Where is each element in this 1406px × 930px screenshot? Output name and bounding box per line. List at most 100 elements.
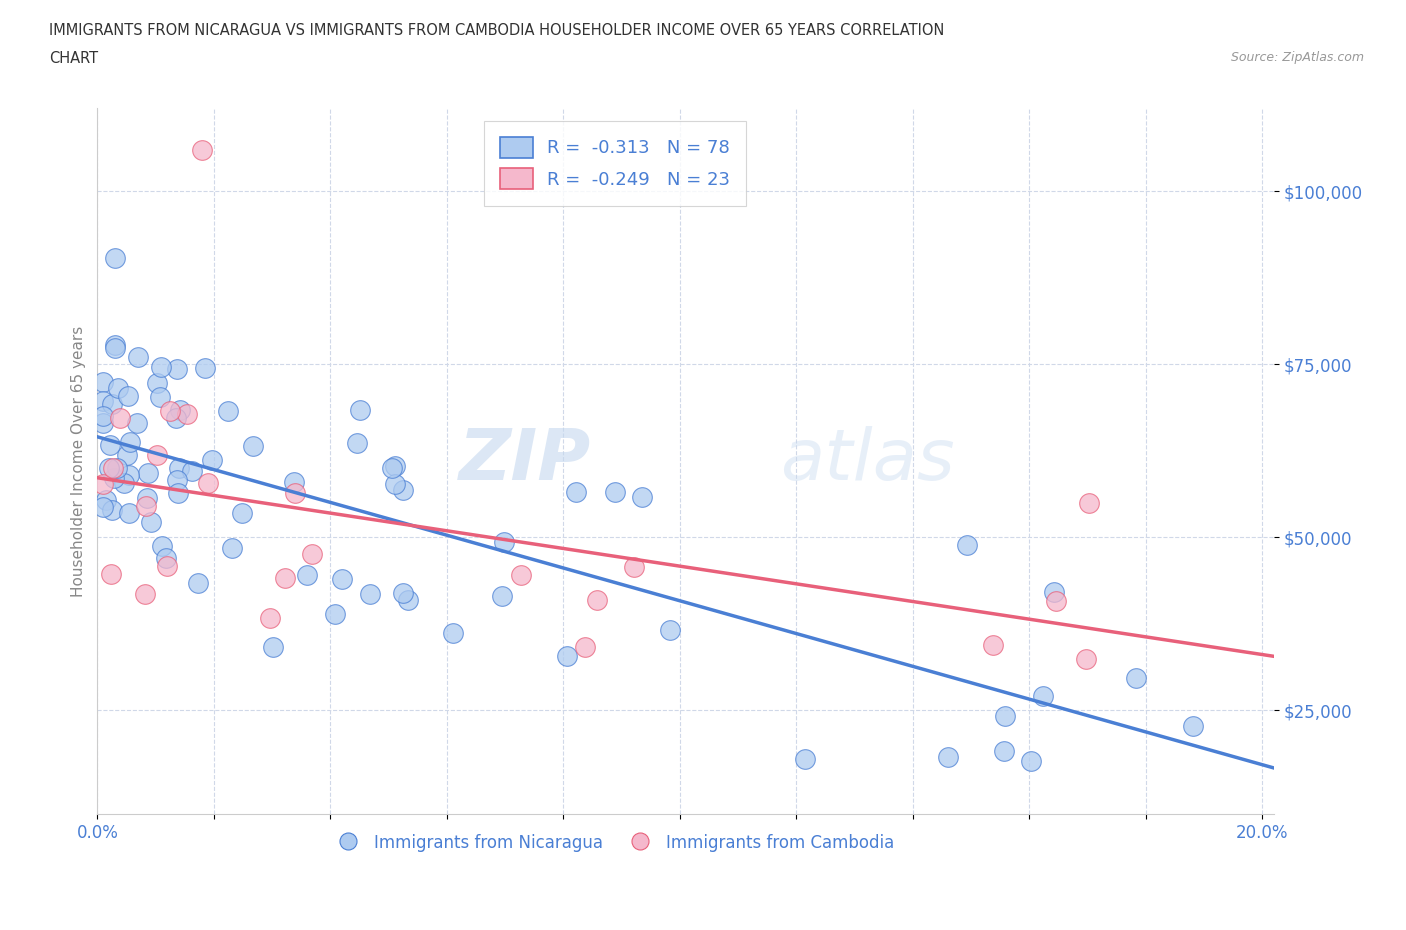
Point	[242, 438, 264, 453]
Point	[100, 437, 122, 452]
Point	[104, 340, 127, 355]
Point	[194, 361, 217, 376]
Point	[105, 460, 128, 475]
Point	[346, 436, 368, 451]
Point	[167, 460, 190, 475]
Point	[283, 485, 305, 500]
Point	[100, 566, 122, 581]
Point	[181, 464, 204, 479]
Point	[191, 142, 214, 157]
Point	[565, 485, 588, 499]
Point	[91, 375, 114, 390]
Point	[332, 571, 354, 586]
Point	[443, 625, 465, 640]
Legend: Immigrants from Nicaragua, Immigrants from Cambodia: Immigrants from Nicaragua, Immigrants fr…	[329, 827, 901, 858]
Text: IMMIGRANTS FROM NICARAGUA VS IMMIGRANTS FROM CAMBODIA HOUSEHOLDER INCOME OVER 65: IMMIGRANTS FROM NICARAGUA VS IMMIGRANTS …	[49, 23, 945, 38]
Point	[187, 576, 209, 591]
Point	[146, 376, 169, 391]
Point	[981, 637, 1004, 652]
Point	[1125, 671, 1147, 685]
Point	[396, 592, 419, 607]
Point	[96, 492, 118, 507]
Y-axis label: Householder Income Over 65 years: Householder Income Over 65 years	[72, 326, 86, 596]
Point	[134, 587, 156, 602]
Point	[91, 500, 114, 515]
Point	[793, 751, 815, 766]
Point	[91, 394, 114, 409]
Point	[1019, 753, 1042, 768]
Point	[381, 460, 404, 475]
Point	[274, 571, 297, 586]
Point	[91, 476, 114, 491]
Point	[127, 350, 149, 365]
Point	[359, 587, 381, 602]
Point	[221, 540, 243, 555]
Point	[166, 362, 188, 377]
Point	[574, 639, 596, 654]
Point	[259, 611, 281, 626]
Point	[139, 514, 162, 529]
Point	[1077, 496, 1099, 511]
Point	[956, 538, 979, 552]
Point	[91, 409, 114, 424]
Point	[136, 466, 159, 481]
Point	[97, 461, 120, 476]
Point	[262, 640, 284, 655]
Point	[176, 406, 198, 421]
Point	[117, 389, 139, 404]
Point	[217, 404, 239, 418]
Point	[201, 453, 224, 468]
Point	[1032, 688, 1054, 703]
Point	[323, 606, 346, 621]
Point	[936, 750, 959, 764]
Point	[993, 744, 1015, 759]
Point	[623, 560, 645, 575]
Point	[283, 474, 305, 489]
Point	[155, 551, 177, 565]
Point	[135, 490, 157, 505]
Point	[1074, 652, 1097, 667]
Point	[118, 468, 141, 483]
Point	[586, 592, 609, 607]
Point	[169, 403, 191, 418]
Point	[301, 546, 323, 561]
Point	[159, 403, 181, 418]
Point	[149, 390, 172, 405]
Point	[295, 567, 318, 582]
Point	[118, 435, 141, 450]
Point	[166, 485, 188, 500]
Point	[509, 567, 531, 582]
Point	[1181, 718, 1204, 733]
Point	[659, 622, 682, 637]
Point	[392, 586, 415, 601]
Point	[1043, 584, 1066, 599]
Point	[91, 416, 114, 431]
Point	[492, 535, 515, 550]
Point	[101, 460, 124, 475]
Point	[104, 338, 127, 352]
Point	[1045, 593, 1067, 608]
Point	[107, 380, 129, 395]
Point	[101, 502, 124, 517]
Point	[631, 489, 654, 504]
Point	[165, 411, 187, 426]
Text: CHART: CHART	[49, 51, 98, 66]
Point	[112, 476, 135, 491]
Text: atlas: atlas	[780, 427, 955, 496]
Point	[349, 403, 371, 418]
Point	[104, 251, 127, 266]
Point	[117, 448, 139, 463]
Text: Source: ZipAtlas.com: Source: ZipAtlas.com	[1230, 51, 1364, 64]
Point	[197, 475, 219, 490]
Point	[110, 411, 132, 426]
Point	[101, 396, 124, 411]
Point	[557, 648, 579, 663]
Point	[384, 459, 406, 474]
Point	[491, 589, 513, 604]
Point	[156, 559, 179, 574]
Point	[127, 416, 149, 431]
Point	[994, 709, 1017, 724]
Point	[150, 360, 173, 375]
Point	[118, 505, 141, 520]
Point	[135, 498, 157, 513]
